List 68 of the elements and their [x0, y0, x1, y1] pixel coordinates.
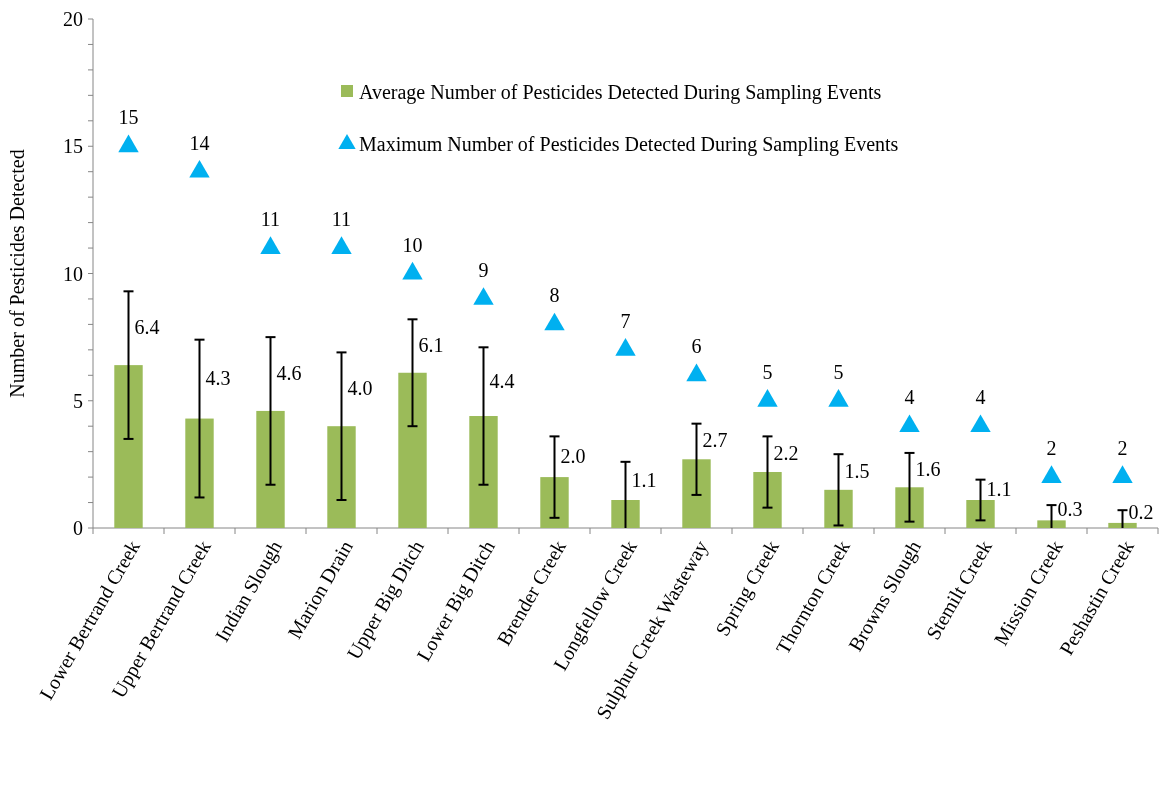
data-label: 11 — [331, 208, 352, 231]
data-label: 6 — [691, 335, 702, 358]
data-label: 5 — [762, 360, 773, 383]
data-label: 1.5 — [844, 460, 870, 483]
data-label: 4.3 — [205, 367, 231, 390]
point — [331, 236, 352, 254]
point — [544, 312, 565, 331]
bar — [540, 477, 569, 528]
data-label: 2.2 — [773, 442, 799, 465]
data-label: 9 — [478, 258, 489, 281]
bar — [966, 500, 995, 528]
point — [402, 261, 423, 280]
point — [757, 388, 778, 407]
bar — [469, 416, 498, 528]
data-label: 10 — [402, 233, 423, 256]
data-label: 7 — [620, 309, 631, 332]
data-label: 0.3 — [1057, 498, 1083, 521]
bar — [895, 487, 924, 528]
data-label: 6.4 — [134, 316, 160, 339]
point — [1112, 465, 1133, 483]
bar — [398, 372, 427, 528]
point — [615, 338, 636, 356]
point — [970, 414, 991, 433]
bar — [1108, 522, 1137, 528]
y-tick-label: 20 — [63, 8, 83, 30]
point — [1041, 465, 1062, 483]
data-label: 4 — [975, 386, 986, 409]
point — [118, 134, 139, 153]
point — [189, 159, 210, 178]
data-label: 5 — [833, 360, 844, 383]
bar — [114, 365, 143, 528]
bar — [753, 472, 782, 528]
data-label: 14 — [189, 131, 210, 154]
y-tick-label: 0 — [73, 517, 83, 539]
y-tick-label: 15 — [63, 135, 83, 158]
data-label: 15 — [118, 106, 139, 129]
bar — [1037, 520, 1066, 528]
data-label: 2.0 — [560, 444, 586, 467]
data-label: 4.4 — [489, 369, 515, 392]
data-label: 4 — [904, 386, 915, 409]
point — [899, 414, 920, 433]
bar — [682, 459, 711, 528]
bar — [611, 500, 640, 528]
bar — [256, 410, 285, 528]
data-label: 2.7 — [702, 429, 728, 452]
y-tick-label: 10 — [63, 262, 83, 285]
bar — [185, 418, 214, 528]
data-label: 11 — [260, 208, 281, 231]
y-tick-label: 5 — [73, 389, 83, 412]
bar — [824, 489, 853, 528]
legend-label: Maximum Number of Pesticides Detected During Sampling Events — [359, 133, 899, 156]
bar — [327, 426, 356, 528]
data-label: 2 — [1046, 437, 1057, 460]
point — [260, 236, 281, 254]
data-label: 2 — [1117, 437, 1128, 460]
legend-label: Average Number of Pesticides Detected During Sampling Events — [359, 81, 882, 104]
data-label: 1.1 — [631, 468, 657, 491]
point — [686, 363, 707, 382]
data-label: 4.6 — [276, 362, 302, 385]
data-label: 1.6 — [915, 458, 941, 481]
data-label: 8 — [549, 284, 560, 307]
y-axis-title: Number of Pesticides Detected — [6, 149, 28, 398]
data-label: 6.1 — [418, 334, 444, 357]
data-label: 0.2 — [1128, 500, 1154, 523]
data-label: 1.1 — [986, 477, 1012, 500]
point — [473, 287, 494, 305]
data-label: 4.0 — [347, 377, 373, 400]
point — [828, 388, 849, 407]
